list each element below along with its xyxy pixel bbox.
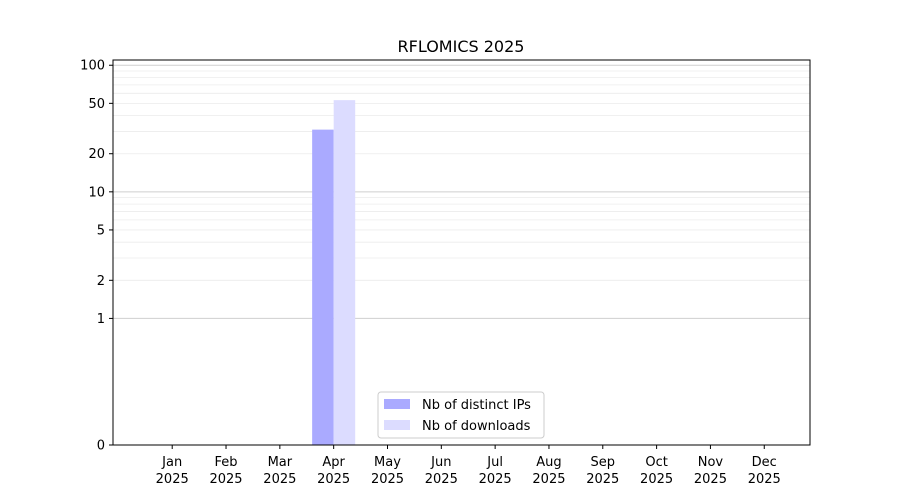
- bar-downloads-3: [333, 100, 356, 445]
- x-tick-label-year: 2025: [694, 472, 727, 487]
- legend-box: [377, 391, 545, 439]
- x-axis: Jan 2025 Feb 2025 Mar 2025 Apr 2025 May 2025 Jun 20…: [156, 445, 781, 487]
- x-tick-label-month: Feb: [215, 455, 238, 470]
- x-tick-label-month: Dec: [752, 455, 777, 470]
- plot-frame: [112, 59, 811, 446]
- x-tick-label-year: 2025: [479, 472, 512, 487]
- legend-swatch: [384, 399, 410, 409]
- x-tick-label-month: Aug: [536, 455, 561, 470]
- x-tick-label-year: 2025: [371, 472, 404, 487]
- y-tick-label: 10: [88, 185, 105, 200]
- x-tick-label-year: 2025: [317, 472, 350, 487]
- x-tick-label-month: Jan: [161, 455, 182, 470]
- legend-label: Nb of downloads: [422, 419, 531, 434]
- bars: [312, 100, 356, 445]
- x-tick-label-month: May: [374, 455, 401, 470]
- y-tick-label: 5: [97, 223, 105, 238]
- x-tick-label-year: 2025: [586, 472, 619, 487]
- y-tick-label: 20: [88, 147, 105, 162]
- x-tick-label-year: 2025: [263, 472, 296, 487]
- y-axis: 0 1 2 5 10 20 50 100: [80, 59, 113, 454]
- grid-lines: [113, 64, 810, 319]
- y-tick-label: 100: [80, 59, 105, 74]
- x-tick-label-year: 2025: [209, 472, 242, 487]
- x-tick-label-year: 2025: [156, 472, 189, 487]
- legend-label: Nb of distinct IPs: [422, 398, 531, 413]
- y-tick-label: 1: [97, 312, 105, 327]
- y-tick-label: 0: [97, 439, 105, 454]
- legend: Nb of distinct IPs Nb of downloads: [377, 391, 545, 439]
- x-tick-label-month: Oct: [645, 455, 667, 470]
- x-tick-label-month: Mar: [268, 455, 293, 470]
- chart-title: RFLOMICS 2025: [398, 37, 525, 56]
- x-tick-label-month: Apr: [322, 455, 345, 470]
- x-tick-label-month: Nov: [698, 455, 724, 470]
- x-tick-label-month: Sep: [591, 455, 616, 470]
- y-tick-label: 2: [97, 274, 105, 289]
- x-tick-label-month: Jul: [486, 455, 503, 470]
- x-tick-label-month: Jun: [430, 455, 451, 470]
- x-tick-label-year: 2025: [425, 472, 458, 487]
- x-tick-label-year: 2025: [748, 472, 781, 487]
- legend-swatch: [384, 420, 410, 430]
- x-tick-label-year: 2025: [532, 472, 565, 487]
- bar-distinct-ips-3: [312, 129, 334, 445]
- x-tick-label-year: 2025: [640, 472, 673, 487]
- y-tick-label: 50: [88, 97, 105, 112]
